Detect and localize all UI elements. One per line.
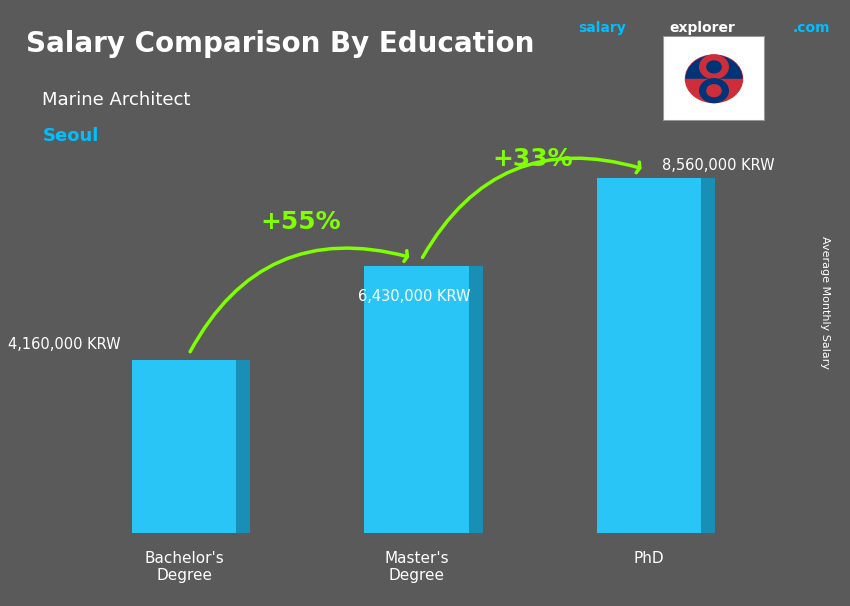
- Bar: [132, 361, 236, 533]
- Text: 6,430,000 KRW: 6,430,000 KRW: [358, 289, 470, 304]
- Text: Bachelor's
Degree: Bachelor's Degree: [144, 551, 224, 583]
- Text: 4,160,000 KRW: 4,160,000 KRW: [8, 337, 120, 352]
- Text: PhD: PhD: [633, 551, 664, 566]
- Text: 8,560,000 KRW: 8,560,000 KRW: [662, 158, 775, 173]
- Circle shape: [700, 55, 728, 79]
- Circle shape: [707, 61, 721, 73]
- Circle shape: [707, 85, 721, 96]
- Text: Master's
Degree: Master's Degree: [384, 551, 449, 583]
- Bar: [468, 266, 483, 533]
- Text: explorer: explorer: [670, 21, 736, 35]
- Text: Average Monthly Salary: Average Monthly Salary: [819, 236, 830, 370]
- Text: Marine Architect: Marine Architect: [42, 91, 191, 109]
- Text: +55%: +55%: [260, 210, 341, 234]
- Text: Seoul: Seoul: [42, 127, 99, 145]
- Circle shape: [700, 79, 728, 102]
- Bar: [236, 361, 251, 533]
- Wedge shape: [685, 55, 743, 79]
- Bar: [701, 178, 715, 533]
- Text: Salary Comparison By Education: Salary Comparison By Education: [26, 30, 534, 58]
- Text: salary: salary: [578, 21, 626, 35]
- Circle shape: [685, 55, 743, 102]
- Text: .com: .com: [792, 21, 830, 35]
- Bar: [364, 266, 468, 533]
- Bar: [597, 178, 701, 533]
- Text: +33%: +33%: [492, 147, 573, 171]
